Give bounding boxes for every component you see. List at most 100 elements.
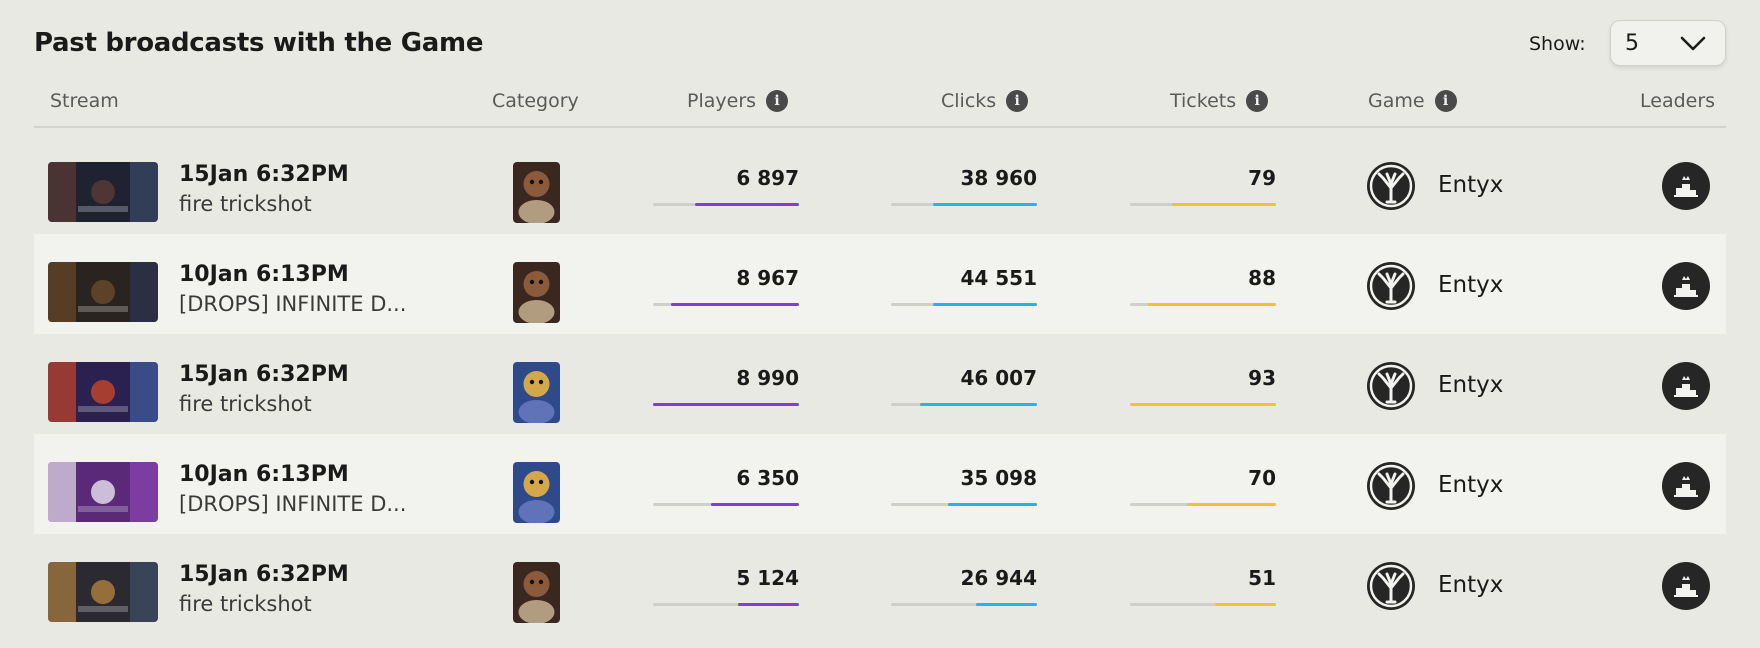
podium-icon	[1674, 176, 1698, 197]
game-name[interactable]: Entyx	[1438, 472, 1504, 498]
leaderboard-button[interactable]	[1662, 162, 1710, 210]
stream-thumbnail[interactable]	[48, 462, 158, 522]
game-name[interactable]: Entyx	[1438, 572, 1504, 598]
column-stream[interactable]: Stream	[50, 90, 119, 112]
clicks-progress	[891, 403, 1037, 406]
category-image[interactable]	[513, 362, 560, 423]
stream-title[interactable]: [DROPS] INFINITE D...	[179, 292, 407, 316]
column-tickets[interactable]: Tickets i	[1170, 90, 1269, 112]
tickets-progress	[1130, 603, 1276, 606]
tickets-progress-fill	[1215, 603, 1276, 606]
category-image[interactable]	[513, 562, 560, 623]
game-name[interactable]: Entyx	[1438, 172, 1504, 198]
category-image[interactable]	[513, 462, 560, 523]
clicks-progress	[891, 503, 1037, 506]
podium-icon	[1674, 276, 1698, 297]
table-row[interactable]: 10Jan 6:13PM [DROPS] INFINITE D... 8 967	[34, 234, 1726, 334]
game-name[interactable]: Entyx	[1438, 272, 1504, 298]
tickets-progress	[1130, 203, 1276, 206]
tickets-value: 93	[1248, 366, 1276, 390]
stream-title[interactable]: fire trickshot	[179, 592, 312, 616]
tree-icon[interactable]	[1367, 362, 1415, 410]
stream-thumbnail[interactable]	[48, 162, 158, 222]
players-progress-fill	[738, 603, 799, 606]
column-leaders[interactable]: Leaders	[1640, 90, 1716, 112]
leaderboard-button[interactable]	[1662, 362, 1710, 410]
clicks-metric: 35 098	[891, 434, 1037, 534]
podium-icon	[1674, 576, 1698, 597]
players-progress-fill	[711, 503, 799, 506]
table-row[interactable]: 15Jan 6:32PM fire trickshot 5 124 26 944	[34, 534, 1726, 634]
stream-title[interactable]: [DROPS] INFINITE D...	[179, 492, 407, 516]
clicks-progress	[891, 303, 1037, 306]
stream-thumbnail[interactable]	[48, 562, 158, 622]
show-count-select[interactable]: 5	[1610, 20, 1726, 66]
clicks-metric: 38 960	[891, 134, 1037, 234]
tickets-value: 51	[1248, 566, 1276, 590]
info-icon[interactable]: i	[1246, 90, 1269, 112]
tickets-value: 79	[1248, 166, 1276, 190]
clicks-metric: 26 944	[891, 534, 1037, 634]
tickets-metric: 88	[1130, 234, 1276, 334]
tickets-metric: 51	[1130, 534, 1276, 634]
players-progress	[653, 303, 799, 306]
table-header: Stream Category Players i Clicks i Ticke…	[34, 86, 1726, 128]
show-count-value: 5	[1625, 30, 1639, 56]
podium-icon	[1674, 476, 1698, 497]
info-icon[interactable]: i	[766, 90, 789, 112]
clicks-metric: 44 551	[891, 234, 1037, 334]
players-value: 6 350	[736, 466, 799, 490]
stream-thumbnail[interactable]	[48, 362, 158, 422]
table-row[interactable]: 15Jan 6:32PM fire trickshot 8 990 46 007	[34, 334, 1726, 434]
tree-icon[interactable]	[1367, 162, 1415, 210]
tree-icon[interactable]	[1367, 462, 1415, 510]
tickets-value: 70	[1248, 466, 1276, 490]
category-image[interactable]	[513, 162, 560, 223]
show-label: Show:	[1529, 33, 1586, 55]
podium-icon	[1674, 376, 1698, 397]
leaderboard-button[interactable]	[1662, 462, 1710, 510]
category-image[interactable]	[513, 262, 560, 323]
stream-date: 15Jan 6:32PM	[179, 362, 349, 387]
chevron-down-icon	[1680, 36, 1706, 51]
tickets-progress	[1130, 403, 1276, 406]
tickets-metric: 70	[1130, 434, 1276, 534]
players-value: 6 897	[736, 166, 799, 190]
clicks-value: 46 007	[960, 366, 1037, 390]
leaderboard-button[interactable]	[1662, 262, 1710, 310]
stream-date: 10Jan 6:13PM	[179, 262, 349, 287]
stream-thumbnail[interactable]	[48, 262, 158, 322]
clicks-progress-fill	[920, 403, 1037, 406]
tickets-progress	[1130, 303, 1276, 306]
game-name[interactable]: Entyx	[1438, 372, 1504, 398]
tree-icon[interactable]	[1367, 562, 1415, 610]
players-value: 8 967	[736, 266, 799, 290]
info-icon[interactable]: i	[1006, 90, 1029, 112]
column-category[interactable]: Category	[492, 90, 579, 112]
clicks-progress-fill	[933, 203, 1037, 206]
tickets-value: 88	[1248, 266, 1276, 290]
stream-title[interactable]: fire trickshot	[179, 392, 312, 416]
column-players[interactable]: Players i	[687, 90, 789, 112]
clicks-progress-fill	[948, 503, 1037, 506]
players-value: 5 124	[736, 566, 799, 590]
tickets-progress-fill	[1172, 203, 1276, 206]
column-clicks[interactable]: Clicks i	[941, 90, 1029, 112]
column-game[interactable]: Game i	[1368, 90, 1457, 112]
tickets-metric: 93	[1130, 334, 1276, 434]
stream-date: 10Jan 6:13PM	[179, 462, 349, 487]
stream-title[interactable]: fire trickshot	[179, 192, 312, 216]
info-icon[interactable]: i	[1434, 90, 1457, 112]
players-progress-fill	[671, 303, 799, 306]
clicks-metric: 46 007	[891, 334, 1037, 434]
table-row[interactable]: 15Jan 6:32PM fire trickshot 6 897 38 960	[34, 134, 1726, 234]
table-row[interactable]: 10Jan 6:13PM [DROPS] INFINITE D... 6 350	[34, 434, 1726, 534]
tree-icon[interactable]	[1367, 262, 1415, 310]
clicks-value: 35 098	[960, 466, 1037, 490]
clicks-value: 26 944	[960, 566, 1037, 590]
clicks-progress	[891, 203, 1037, 206]
clicks-progress-fill	[933, 303, 1037, 306]
players-progress-fill	[653, 403, 799, 406]
leaderboard-button[interactable]	[1662, 562, 1710, 610]
